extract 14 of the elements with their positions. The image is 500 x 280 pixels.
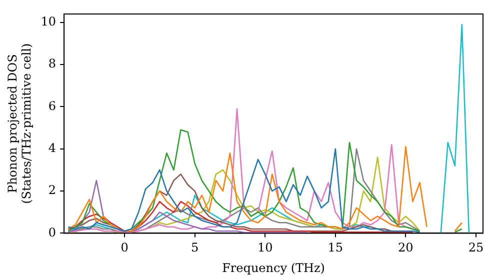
y-tick-label: 0	[48, 225, 56, 240]
y-tick-label: 8	[48, 56, 56, 71]
x-tick-label: 25	[468, 240, 484, 255]
y-tick-label: 2	[48, 183, 56, 198]
x-tick-label: 5	[190, 240, 199, 255]
y-axis-title: Phonon projected DOS (States/THz·primitive cell)	[5, 43, 34, 204]
x-tick-label: 10	[257, 240, 273, 255]
x-tick-label: 15	[328, 240, 344, 255]
x-tick-label: 20	[398, 240, 414, 255]
y-tick-label: 4	[48, 141, 56, 156]
x-axis-title: Frequency (THz)	[222, 260, 325, 275]
x-tick-label: 0	[120, 240, 128, 255]
y-tick-label: 6	[48, 98, 56, 113]
y-tick-label: 10	[40, 14, 56, 29]
